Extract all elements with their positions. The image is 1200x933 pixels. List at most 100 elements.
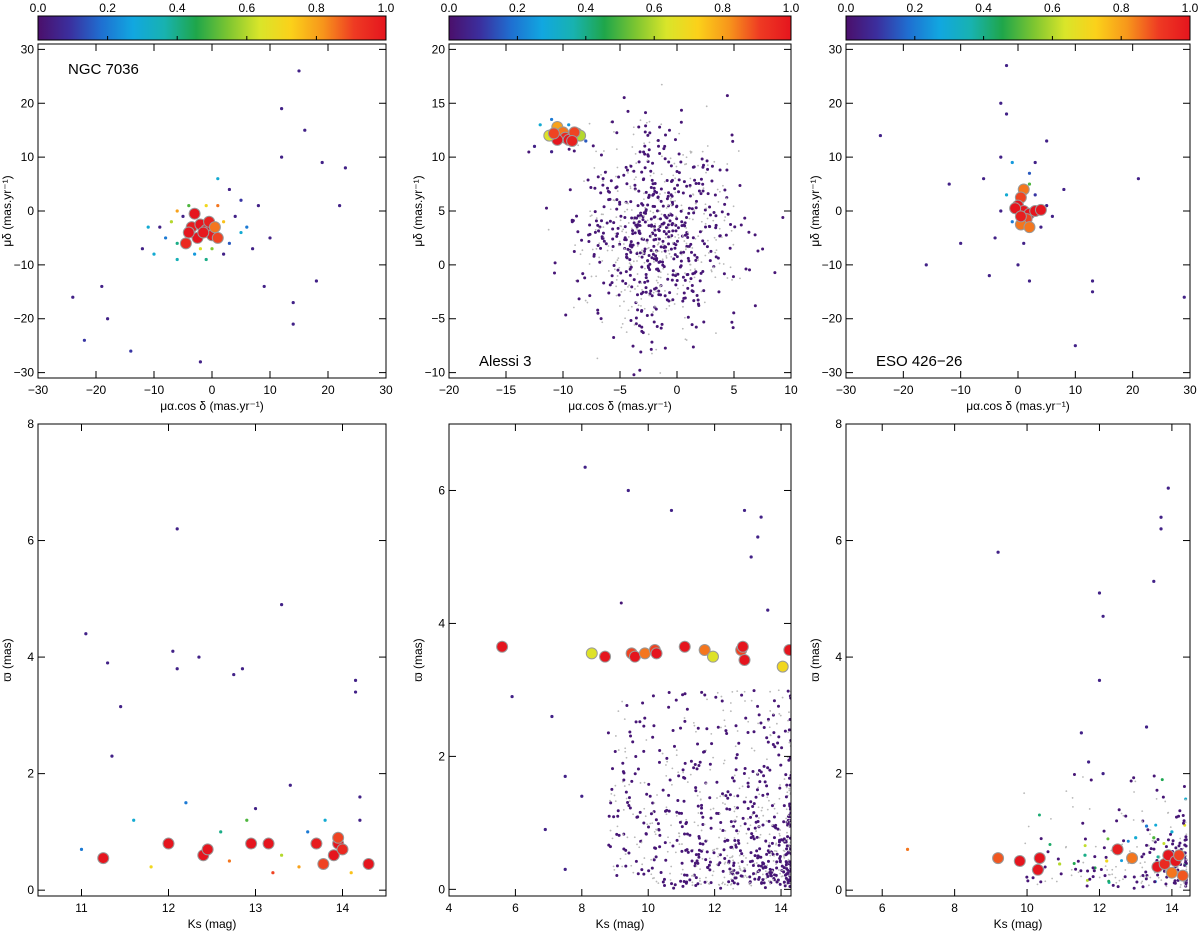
field-star — [676, 183, 680, 187]
field-star — [687, 231, 689, 234]
field-star — [738, 854, 741, 857]
member-star — [1014, 210, 1027, 223]
field-star — [716, 691, 719, 694]
field-star — [110, 754, 114, 758]
field-star — [643, 716, 647, 720]
plot-frame — [37, 43, 387, 379]
field-star — [782, 870, 786, 874]
field-star — [718, 853, 721, 855]
field-star — [1139, 862, 1142, 865]
plot-frame — [845, 423, 1191, 897]
field-star — [1166, 812, 1169, 814]
field-star — [635, 216, 639, 220]
field-star — [303, 128, 307, 132]
field-star — [732, 887, 735, 890]
colorbar-gradient — [37, 15, 387, 41]
field-star — [602, 213, 604, 216]
field-star — [739, 867, 741, 870]
field-star — [762, 814, 765, 817]
field-star — [602, 180, 604, 182]
x-axis-label: Ks (mag) — [188, 917, 237, 931]
field-star — [654, 222, 657, 225]
field-star — [1111, 873, 1114, 876]
field-star — [1175, 815, 1179, 819]
colorbar-tick-label: 1.0 — [783, 1, 800, 15]
field-star — [656, 794, 658, 796]
field-star — [615, 874, 619, 878]
field-star — [640, 304, 642, 307]
field-star — [682, 799, 686, 803]
field-star — [635, 176, 637, 178]
field-star — [723, 839, 727, 843]
field-star — [197, 655, 201, 659]
field-star — [603, 170, 607, 174]
field-star — [602, 205, 606, 209]
x-tick-label: 6 — [512, 901, 519, 915]
field-star — [679, 259, 683, 263]
field-star — [674, 698, 678, 702]
field-star — [774, 849, 776, 852]
field-star — [622, 228, 625, 231]
field-star — [1124, 814, 1128, 818]
field-star — [616, 825, 619, 828]
field-star — [633, 772, 637, 776]
field-star — [1184, 835, 1188, 839]
field-star — [682, 879, 686, 883]
field-star — [664, 858, 668, 862]
field-star — [647, 253, 651, 257]
field-star — [626, 836, 629, 839]
field-star — [1152, 579, 1156, 583]
colorbar-tick-label: 0.0 — [441, 1, 458, 15]
field-star — [782, 820, 786, 824]
field-star — [604, 242, 608, 246]
field-star — [688, 217, 691, 220]
field-star — [1169, 826, 1172, 829]
field-star — [708, 883, 711, 885]
field-star — [689, 242, 693, 246]
field-star — [694, 853, 698, 857]
field-star — [615, 148, 618, 151]
field-star — [924, 263, 928, 267]
field-star — [657, 242, 660, 244]
field-star — [714, 276, 717, 279]
colorbar-tick-label: 0.2 — [906, 1, 923, 15]
field-star — [1016, 263, 1020, 267]
field-star — [82, 338, 86, 342]
field-star — [1156, 855, 1160, 859]
field-star — [641, 203, 645, 207]
field-star — [652, 192, 656, 196]
member-star — [179, 237, 192, 250]
field-star — [1039, 225, 1043, 229]
field-star — [737, 741, 741, 745]
field-star — [657, 237, 661, 241]
field-star — [669, 157, 672, 160]
field-star — [681, 884, 685, 888]
field-star — [787, 776, 791, 780]
field-star — [725, 94, 729, 98]
field-star — [767, 720, 770, 723]
field-star — [723, 883, 726, 886]
field-star — [710, 269, 713, 272]
field-star — [731, 139, 735, 143]
field-star — [718, 812, 721, 815]
field-star — [684, 272, 686, 275]
field-star — [788, 711, 790, 714]
field-star — [731, 275, 735, 279]
field-star — [149, 865, 153, 869]
field-star — [776, 812, 779, 815]
field-star — [619, 219, 622, 222]
field-star — [616, 259, 619, 261]
field-star — [639, 782, 642, 784]
field-star — [783, 840, 786, 843]
field-star — [617, 244, 620, 247]
field-star — [610, 274, 614, 278]
member-star — [1126, 852, 1139, 865]
field-star — [661, 239, 665, 243]
field-star — [648, 141, 651, 144]
field-star — [655, 880, 658, 883]
field-star — [609, 799, 611, 802]
field-star — [614, 800, 617, 803]
field-star — [758, 817, 760, 819]
field-star — [1129, 779, 1133, 783]
field-star — [661, 263, 665, 267]
